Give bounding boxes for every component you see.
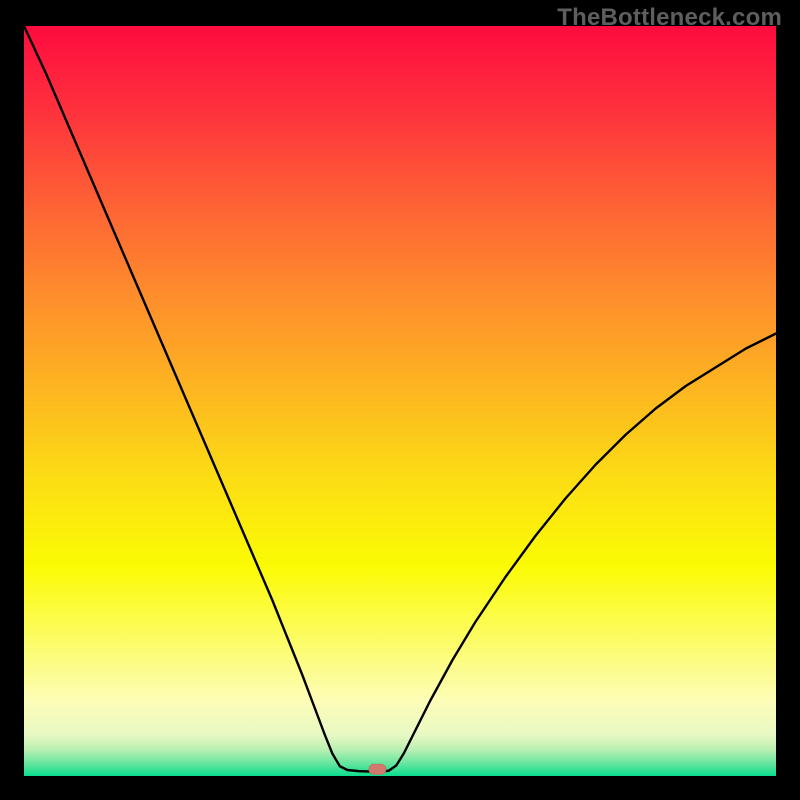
bottleneck-chart (24, 26, 776, 776)
chart-frame: TheBottleneck.com (0, 0, 800, 800)
chart-background (24, 26, 776, 776)
optimal-marker (369, 764, 386, 775)
